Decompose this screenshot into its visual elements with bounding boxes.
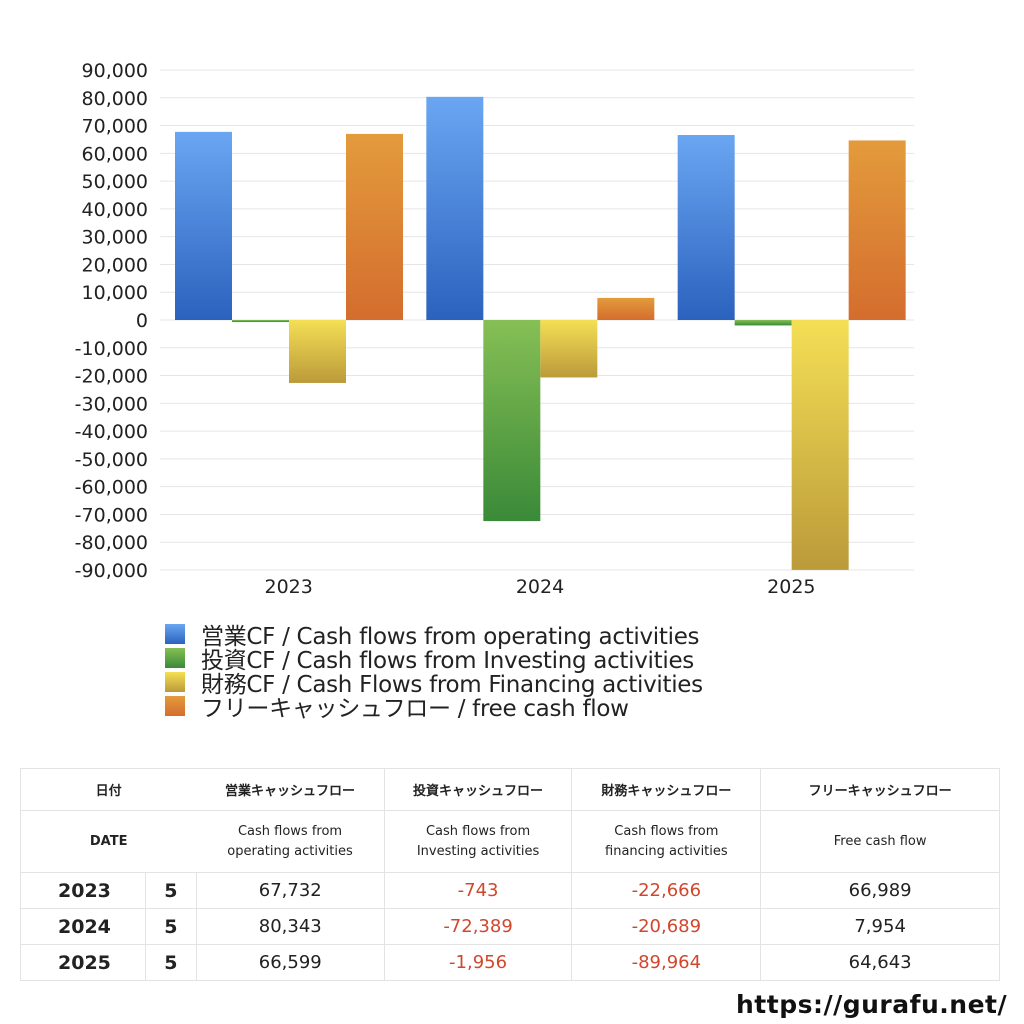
header-financing-jp: 財務キャッシュフロー [571, 768, 762, 811]
header-date-en: DATE [20, 810, 197, 873]
bar [597, 297, 655, 320]
table-row: 2023 5 67,732 -743 -22,666 66,989 [20, 872, 1000, 909]
bar [734, 320, 792, 326]
operating-cell: 67,732 [195, 872, 385, 909]
investing-cell: -72,389 [383, 908, 573, 945]
free-cell: 64,643 [760, 944, 1000, 981]
table-row: 2025 5 66,599 -1,956 -89,964 64,643 [20, 944, 1000, 981]
header-text: Cash flows from [425, 823, 531, 839]
x-tick-label: 2025 [767, 576, 815, 598]
legend-label: 営業CF / Cash flows from operating activit… [201, 624, 700, 650]
header-text: Cash flows from [237, 823, 343, 839]
bar [791, 320, 849, 570]
y-tick-label: 60,000 [82, 143, 148, 165]
header-row-jp: 日付 営業キャッシュフロー 投資キャッシュフロー 財務キャッシュフロー フリーキ… [20, 768, 1000, 811]
header-date-jp: 日付 [20, 768, 197, 811]
header-operating-en: Cash flows from operating activities [196, 810, 385, 873]
year-cell: 2023 [20, 872, 146, 909]
y-tick-label: -80,000 [75, 532, 148, 554]
legend-item-investing: 投資CF / Cash flows from Investing activit… [165, 646, 703, 674]
month-cell: 5 [144, 872, 197, 909]
x-tick-label: 2023 [264, 576, 312, 598]
site-url[interactable]: https://gurafu.net/ [736, 990, 1008, 1019]
financing-cell: -20,689 [571, 908, 762, 945]
legend-swatch [165, 648, 185, 668]
y-tick-label: 90,000 [82, 60, 148, 82]
legend-swatch [165, 672, 185, 692]
bar [540, 320, 598, 378]
header-free-en: Free cash flow [760, 810, 1000, 873]
investing-cell: -743 [383, 872, 573, 909]
header-operating-jp: 営業キャッシュフロー [196, 768, 385, 811]
y-tick-label: 10,000 [82, 282, 148, 304]
header-text: Investing activities [416, 843, 540, 859]
legend-swatch [165, 696, 185, 716]
free-cell: 66,989 [760, 872, 1000, 909]
legend-swatch [165, 624, 185, 644]
legend-item-operating: 営業CF / Cash flows from operating activit… [165, 622, 703, 650]
y-tick-label: 50,000 [82, 171, 148, 193]
y-tick-label: -20,000 [75, 366, 148, 388]
y-tick-label: -30,000 [75, 393, 148, 415]
y-tick-label: 30,000 [82, 227, 148, 249]
header-text: financing activities [605, 843, 728, 859]
y-tick-label: -50,000 [75, 449, 148, 471]
x-tick-label: 2024 [516, 576, 564, 598]
y-tick-label: 80,000 [82, 88, 148, 110]
bars [175, 96, 906, 570]
bar [848, 140, 906, 320]
header-investing-en: Cash flows from Investing activities [383, 810, 573, 873]
bar [346, 133, 403, 320]
table-row: 2024 5 80,343 -72,389 -20,689 7,954 [20, 908, 1000, 945]
y-axis-ticks: 90,000 80,000 70,000 60,000 50,000 40,000 30,0… [75, 60, 148, 582]
y-tick-label: -90,000 [75, 560, 148, 582]
legend-item-financing: 財務CF / Cash Flows from Financing activit… [165, 670, 703, 698]
month-cell: 5 [144, 908, 197, 945]
year-cell: 2025 [20, 944, 146, 981]
legend: 営業CF / Cash flows from operating activit… [165, 622, 703, 722]
legend-label: 投資CF / Cash flows from Investing activit… [201, 648, 694, 674]
y-tick-label: -10,000 [75, 338, 148, 360]
y-tick-label: -70,000 [75, 504, 148, 526]
header-row-en: DATE Cash flows from operating activities… [20, 810, 1000, 873]
operating-cell: 80,343 [195, 908, 385, 945]
header-text: Cash flows from [614, 823, 719, 839]
bar [289, 320, 346, 383]
y-tick-label: -60,000 [75, 477, 148, 499]
investing-cell: -1,956 [383, 944, 573, 981]
legend-label: フリーキャッシュフロー / free cash flow [201, 696, 629, 722]
free-cell: 7,954 [760, 908, 1000, 945]
bar [426, 96, 484, 320]
y-tick-label: 70,000 [82, 116, 148, 138]
financing-cell: -22,666 [571, 872, 762, 909]
legend-item-free-cash-flow: フリーキャッシュフロー / free cash flow [165, 694, 703, 722]
bar [232, 320, 289, 323]
y-tick-label: 20,000 [82, 254, 148, 276]
header-free-jp: フリーキャッシュフロー [760, 768, 1000, 811]
header-investing-jp: 投資キャッシュフロー [383, 768, 573, 811]
x-axis-ticks: 2023 2024 2025 [264, 576, 815, 598]
bar [483, 320, 541, 522]
bar [677, 135, 735, 320]
operating-cell: 66,599 [195, 944, 385, 981]
year-cell: 2024 [20, 908, 146, 945]
header-text: operating activities [227, 843, 353, 859]
month-cell: 5 [144, 944, 197, 981]
bar [175, 131, 232, 320]
cash-flow-bar-chart: 90,000 80,000 70,000 60,000 50,000 40,000 30,0… [75, 60, 914, 598]
cash-flow-table: 日付 営業キャッシュフロー 投資キャッシュフロー 財務キャッシュフロー フリーキ… [20, 768, 1000, 981]
legend-label: 財務CF / Cash Flows from Financing activit… [201, 672, 703, 698]
y-tick-label: -40,000 [75, 421, 148, 443]
y-tick-label: 0 [136, 310, 148, 332]
y-tick-label: 40,000 [82, 199, 148, 221]
financing-cell: -89,964 [571, 944, 762, 981]
header-financing-en: Cash flows from financing activities [571, 810, 762, 873]
